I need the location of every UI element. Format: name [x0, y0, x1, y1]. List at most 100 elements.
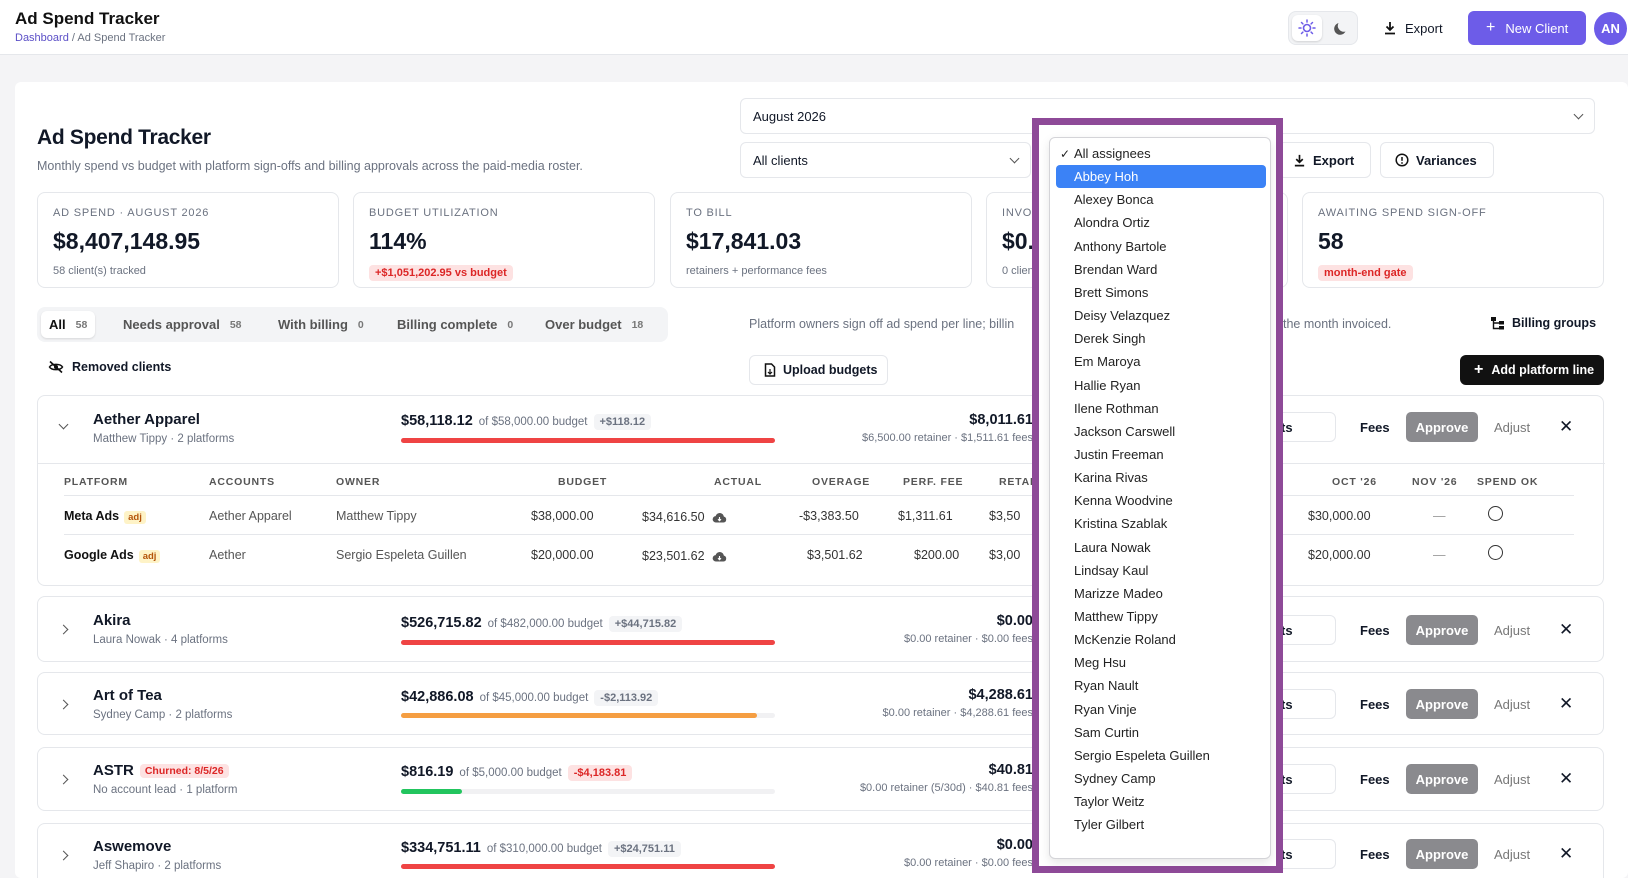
approve-button[interactable]: Approve: [1406, 412, 1478, 442]
stat-value: $8,407,148.95: [53, 228, 201, 254]
close-icon[interactable]: ✕: [1559, 694, 1574, 713]
chevron-down-icon[interactable]: [58, 419, 69, 430]
assignee-option[interactable]: Tyler Gilbert: [1056, 813, 1266, 836]
assignee-option[interactable]: Taylor Weitz: [1056, 790, 1266, 813]
assignee-option-label: Alexey Bonca: [1074, 192, 1154, 208]
assignee-option[interactable]: Alexey Bonca: [1056, 188, 1266, 211]
client-name[interactable]: Aswemove: [93, 838, 172, 855]
assignee-option[interactable]: Alondra Ortiz: [1056, 211, 1266, 234]
assignee-option[interactable]: Meg Hsu: [1056, 651, 1266, 674]
dark-theme-button[interactable]: [1327, 15, 1357, 41]
client-spend: $526,715.82 of $482,000.00 budget +$44,715…: [401, 615, 683, 632]
tab-needs-approval[interactable]: Needs approval 58: [115, 311, 250, 338]
fees-button[interactable]: Fees: [1360, 623, 1390, 638]
fees-button[interactable]: Fees: [1360, 772, 1390, 787]
assignee-option[interactable]: Ilene Rothman: [1056, 397, 1266, 420]
assignee-option-label: Meg Hsu: [1074, 655, 1127, 671]
chevron-right-icon[interactable]: [58, 774, 69, 785]
variances-button[interactable]: Variances: [1380, 142, 1494, 178]
add-platform-line-button[interactable]: + Add platform line: [1460, 355, 1604, 385]
fees-button[interactable]: Fees: [1360, 847, 1390, 862]
adjust-button[interactable]: Adjust: [1494, 847, 1531, 862]
budget-text: of $310,000.00 budget: [486, 843, 602, 855]
spend-ok-toggle[interactable]: [1488, 506, 1503, 521]
budget-text: of $58,000.00 budget: [478, 416, 588, 428]
col-header: Budget: [558, 476, 608, 488]
adjust-button[interactable]: Adjust: [1494, 623, 1531, 638]
tab-with-billing[interactable]: With billing 0: [270, 311, 372, 338]
client-name[interactable]: Art of Tea: [93, 687, 162, 704]
new-client-button[interactable]: + New Client: [1468, 11, 1586, 45]
cloud-download-icon[interactable]: [712, 512, 727, 523]
client-name[interactable]: Akira: [93, 612, 131, 629]
assignee-option[interactable]: Kenna Woodvine: [1056, 489, 1266, 512]
download-icon: [1385, 22, 1395, 35]
billing-groups-button[interactable]: Billing groups: [1490, 316, 1596, 330]
stat-to-bill: To bill $17,841.03 retainers + performan…: [670, 192, 972, 288]
export-button[interactable]: Export: [1278, 142, 1371, 178]
header-export-button[interactable]: Export: [1375, 11, 1465, 45]
cloud-download-icon[interactable]: [712, 551, 727, 562]
avatar[interactable]: AN: [1594, 12, 1627, 45]
add-platform-line-label: Add platform line: [1491, 363, 1595, 377]
assignee-option[interactable]: Deisy Velazquez: [1056, 304, 1266, 327]
assignee-option-label: Derek Singh: [1074, 331, 1146, 347]
assignee-option[interactable]: Derek Singh: [1056, 327, 1266, 350]
close-icon[interactable]: ✕: [1559, 844, 1574, 863]
assignee-option[interactable]: Laura Nowak: [1056, 536, 1266, 559]
tab-billing-complete[interactable]: Billing complete 0: [389, 311, 521, 338]
assignee-option[interactable]: Sam Curtin: [1056, 721, 1266, 744]
tab-all[interactable]: All 58: [41, 311, 96, 338]
assignee-option[interactable]: Brett Simons: [1056, 281, 1266, 304]
approve-button[interactable]: Approve: [1406, 764, 1478, 794]
adjust-button[interactable]: Adjust: [1494, 420, 1531, 435]
assignee-option[interactable]: Kristina Szablak: [1056, 512, 1266, 535]
close-icon[interactable]: ✕: [1559, 769, 1574, 788]
adjust-button[interactable]: Adjust: [1494, 697, 1531, 712]
assignee-option[interactable]: Anthony Bartole: [1056, 235, 1266, 258]
breadcrumb-dashboard-link[interactable]: Dashboard: [15, 32, 69, 44]
col-header: Oct '26: [1332, 476, 1377, 488]
approve-button[interactable]: Approve: [1406, 615, 1478, 645]
close-icon[interactable]: ✕: [1559, 417, 1574, 436]
assignee-option[interactable]: Lindsay Kaul: [1056, 559, 1266, 582]
assignee-option[interactable]: Sergio Espeleta Guillen: [1056, 744, 1266, 767]
approve-button[interactable]: Approve: [1406, 839, 1478, 869]
chevron-right-icon[interactable]: [58, 699, 69, 710]
assignee-option[interactable]: Karina Rivas: [1056, 466, 1266, 489]
light-theme-button[interactable]: [1292, 15, 1322, 41]
bill-amount: $40.81: [988, 762, 1033, 778]
assignee-option[interactable]: Ryan Nault: [1056, 674, 1266, 697]
fees-button[interactable]: Fees: [1360, 420, 1390, 435]
approve-button[interactable]: Approve: [1406, 689, 1478, 719]
client-filter-select[interactable]: All clients: [740, 142, 1031, 178]
assignee-option[interactable]: ✓ All assignees: [1056, 142, 1266, 165]
assignee-option[interactable]: Brendan Ward: [1056, 258, 1266, 281]
tab-over-budget[interactable]: Over budget 18: [537, 311, 651, 338]
chevron-right-icon[interactable]: [58, 624, 69, 635]
assignee-option[interactable]: Hallie Ryan: [1056, 374, 1266, 397]
client-name[interactable]: ASTR: [93, 762, 134, 779]
adjust-button[interactable]: Adjust: [1494, 772, 1531, 787]
assignee-option[interactable]: Abbey Hoh: [1056, 165, 1266, 189]
assignee-option[interactable]: Justin Freeman: [1056, 443, 1266, 466]
assignee-option[interactable]: Jackson Carswell: [1056, 420, 1266, 443]
spend-ok-toggle[interactable]: [1488, 545, 1503, 560]
close-icon[interactable]: ✕: [1559, 620, 1574, 639]
chevron-right-icon[interactable]: [58, 850, 69, 861]
upload-budgets-button[interactable]: Upload budgets: [749, 355, 888, 385]
assignee-option[interactable]: McKenzie Roland: [1056, 628, 1266, 651]
filter-tabs: All 58 Needs approval 58 With billing 0 Bil…: [37, 307, 668, 342]
assignee-dropdown[interactable]: ✓ All assignees Abbey Hoh Alexey Bonca Alond…: [1049, 137, 1271, 859]
assignee-option[interactable]: Em Maroya: [1056, 350, 1266, 373]
overage-cell: $3,501.62: [807, 548, 863, 562]
stat-note: 58 client(s) tracked: [53, 265, 146, 277]
assignee-option[interactable]: Marizze Madeo: [1056, 582, 1266, 605]
assignee-option[interactable]: Matthew Tippy: [1056, 605, 1266, 628]
removed-clients-toggle[interactable]: Removed clients: [48, 360, 171, 374]
assignee-option[interactable]: Sydney Camp: [1056, 767, 1266, 790]
file-icon: [764, 363, 776, 377]
assignee-option[interactable]: Ryan Vinje: [1056, 698, 1266, 721]
client-name[interactable]: Aether Apparel: [93, 411, 200, 428]
fees-button[interactable]: Fees: [1360, 697, 1390, 712]
